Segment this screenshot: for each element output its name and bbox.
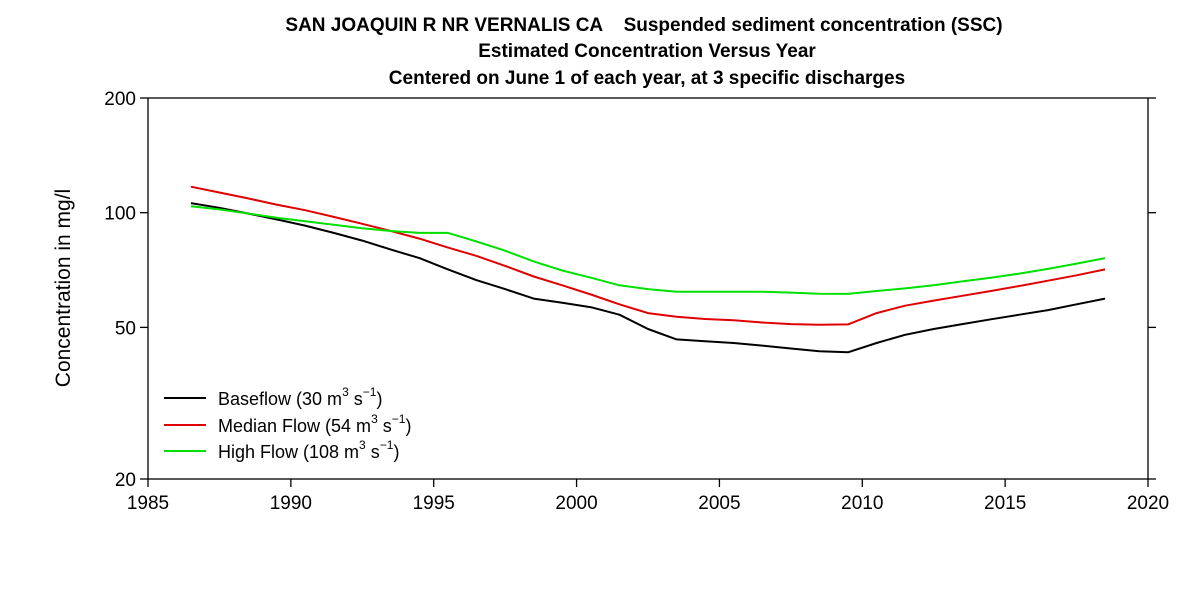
chart-subtitle-1: Estimated Concentration Versus Year [478, 41, 816, 62]
y-axis: 20 50 100 200 [104, 89, 1156, 491]
y-tick-label: 50 [115, 318, 136, 339]
x-tick-label: 2005 [698, 493, 740, 514]
legend-entry: High Flow (108 m3 s−1) [218, 438, 399, 462]
x-tick-label: 2020 [1127, 493, 1169, 514]
legend-entry: Median Flow (54 m3 s−1) [218, 412, 411, 436]
x-tick-label: 1990 [270, 493, 312, 514]
legend-entry: Baseflow (30 m3 s−1) [218, 385, 382, 409]
series-line-high-flow [190, 205, 1106, 295]
chart-subtitle-2: Centered on June 1 of each year, at 3 sp… [389, 68, 905, 89]
x-tick-label: 2015 [984, 493, 1026, 514]
y-tick-label: 20 [115, 470, 136, 491]
series-lines [190, 185, 1106, 354]
y-axis-label: Concentration in mg/l [52, 189, 75, 387]
legend: Baseflow (30 m3 s−1) Median Flow (54 m3 s… [164, 385, 411, 462]
y-tick-label: 100 [104, 204, 136, 225]
series-line-median-flow [190, 185, 1106, 326]
x-tick-label: 1995 [413, 493, 455, 514]
plot-frame [147, 97, 1149, 480]
x-tick-label: 1985 [127, 493, 169, 514]
chart-title: SAN JOAQUIN R NR VERNALIS CA Suspended s… [285, 15, 1002, 36]
x-tick-label: 2000 [555, 493, 597, 514]
series-line-baseflow [190, 202, 1106, 354]
y-tick-label: 200 [104, 89, 136, 110]
x-tick-label: 2010 [841, 493, 883, 514]
x-axis: 1985 1990 1995 2000 2005 2010 2015 2020 [127, 479, 1169, 514]
